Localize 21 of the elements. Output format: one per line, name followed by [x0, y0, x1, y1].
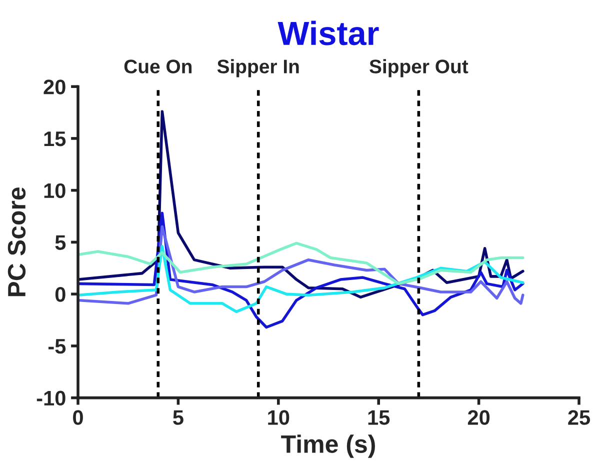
y-tick-label: 10: [44, 183, 66, 198]
ref-line-label: Sipper Out: [370, 59, 468, 78]
y-tick-label: -10: [36, 390, 66, 406]
chart-title: Wistar: [278, 20, 379, 46]
x-tick-label: 5: [173, 410, 184, 425]
x-tick-label: 15: [368, 410, 390, 425]
x-tick-label: 25: [568, 410, 590, 425]
x-tick-label: 0: [73, 410, 83, 425]
y-tick-label: -5: [48, 339, 66, 354]
y-tick-label: 20: [44, 80, 66, 94]
line-series: [78, 225, 524, 305]
x-axis-title: Time (s): [281, 434, 375, 458]
y-tick-label: 15: [44, 132, 66, 146]
line-series: [78, 242, 524, 286]
x-tick-label: 20: [468, 410, 490, 425]
y-axis-title: PC Score: [8, 187, 26, 296]
ref-line-label: Cue On: [124, 60, 192, 74]
x-tick-label: 10: [268, 410, 290, 425]
ref-line-label: Sipper In: [217, 59, 299, 78]
y-tick-label: 0: [55, 287, 66, 302]
y-tick-label: 5: [55, 235, 66, 250]
